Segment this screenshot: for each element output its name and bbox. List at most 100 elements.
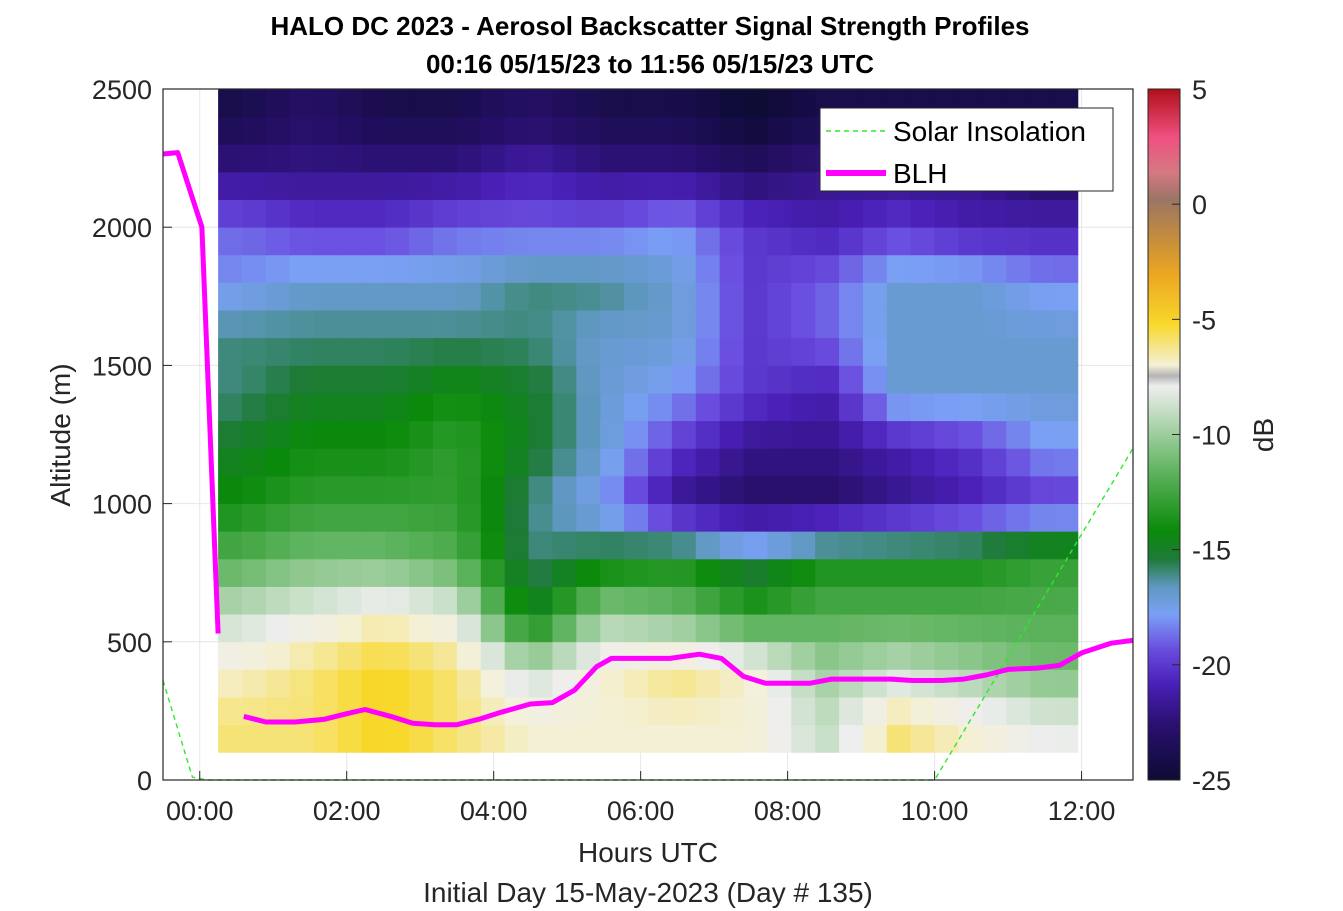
heatmap-cell — [409, 475, 434, 504]
heatmap-cell — [241, 393, 267, 422]
heatmap-cell — [958, 282, 983, 311]
heatmap-cell — [1006, 199, 1031, 228]
heatmap-cell — [1006, 475, 1031, 504]
heatmap-cell — [1006, 365, 1031, 394]
heatmap-cell — [433, 614, 458, 643]
heatmap-cell — [600, 558, 625, 587]
heatmap-cell — [480, 586, 506, 615]
heatmap-cell — [528, 144, 553, 173]
heatmap-cell — [1006, 614, 1031, 643]
heatmap-cell — [767, 503, 792, 532]
heatmap-cell — [313, 503, 338, 532]
heatmap-cell — [982, 254, 1007, 283]
heatmap-cell — [289, 116, 315, 145]
heatmap-cell — [552, 337, 577, 366]
heatmap-cell — [648, 669, 673, 698]
heatmap-cell — [337, 310, 362, 339]
heatmap-cell — [409, 558, 434, 587]
heatmap-cell — [839, 724, 864, 753]
heatmap-cell — [719, 586, 744, 615]
heatmap-cell — [791, 254, 816, 283]
heatmap-cell — [671, 282, 697, 311]
heatmap-cell — [337, 724, 362, 753]
heatmap-cell — [934, 669, 959, 698]
heatmap-cell — [934, 475, 959, 504]
heatmap-cell — [528, 310, 553, 339]
heatmap-cell — [313, 144, 338, 173]
heatmap-cell — [480, 254, 506, 283]
heatmap-cell — [839, 254, 864, 283]
heatmap-cell — [624, 475, 649, 504]
heatmap-cell — [934, 614, 959, 643]
heatmap-cell — [576, 586, 601, 615]
heatmap-cell — [982, 724, 1007, 753]
heatmap-cell — [982, 420, 1007, 449]
heatmap-cell — [241, 171, 267, 200]
heatmap-cell — [743, 503, 768, 532]
heatmap-cell — [862, 531, 888, 560]
heatmap-cell — [456, 641, 482, 670]
heatmap-cell — [839, 669, 864, 698]
heatmap-cell — [862, 199, 888, 228]
heatmap-cell — [218, 697, 243, 726]
heatmap-cell — [456, 448, 482, 477]
heatmap-cell — [695, 614, 721, 643]
heatmap-cell — [576, 254, 601, 283]
heatmap-cell — [385, 310, 410, 339]
heatmap-cell — [886, 282, 912, 311]
heatmap-cell — [313, 365, 338, 394]
heatmap-cell — [815, 337, 840, 366]
heatmap-cell — [504, 420, 529, 449]
heatmap-cell — [958, 724, 983, 753]
heatmap-cell — [1054, 365, 1079, 394]
heatmap-cell — [695, 282, 721, 311]
heatmap-cell — [337, 641, 362, 670]
heatmap-cell — [1006, 724, 1031, 753]
heatmap-cell — [241, 669, 267, 698]
heatmap-cell — [934, 448, 959, 477]
y-tick-label: 1000 — [92, 490, 152, 520]
heatmap-cell — [528, 116, 553, 145]
y-tick-label: 2500 — [92, 75, 152, 105]
heatmap-cell — [218, 227, 243, 256]
heatmap-cell — [313, 89, 338, 118]
heatmap-cell — [504, 448, 529, 477]
heatmap-cell — [456, 171, 482, 200]
heatmap-cell — [313, 171, 338, 200]
heatmap-cell — [934, 227, 959, 256]
heatmap-cell — [624, 641, 649, 670]
heatmap-cell — [743, 144, 768, 173]
heatmap-cell — [600, 199, 625, 228]
heatmap-cell — [218, 282, 243, 311]
heatmap-cell — [480, 641, 506, 670]
heatmap-cell — [958, 227, 983, 256]
heatmap-cell — [839, 227, 864, 256]
colorbar-label: dB — [1248, 418, 1279, 452]
heatmap-cell — [743, 558, 768, 587]
heatmap-cell — [743, 586, 768, 615]
heatmap-cell — [791, 586, 816, 615]
heatmap-cell — [576, 89, 601, 118]
heatmap-cell — [576, 171, 601, 200]
heatmap-cell — [1006, 337, 1031, 366]
heatmap-cell — [862, 669, 888, 698]
heatmap-cell — [671, 614, 697, 643]
heatmap-cell — [1054, 448, 1079, 477]
heatmap-cell — [241, 144, 267, 173]
heatmap-cell — [767, 724, 792, 753]
heatmap-cell — [456, 227, 482, 256]
heatmap-cell — [385, 365, 410, 394]
heatmap-cell — [241, 724, 267, 753]
heatmap-cell — [982, 282, 1007, 311]
heatmap-cell — [600, 282, 625, 311]
heatmap-cell — [648, 282, 673, 311]
heatmap-cell — [695, 171, 721, 200]
heatmap-cell — [409, 393, 434, 422]
heatmap-cell — [624, 116, 649, 145]
heatmap-cell — [265, 531, 291, 560]
x-tick-label: 08:00 — [754, 796, 822, 826]
heatmap-cell — [648, 475, 673, 504]
heatmap-cell — [839, 337, 864, 366]
heatmap-cell — [361, 199, 386, 228]
heatmap-cell — [839, 199, 864, 228]
